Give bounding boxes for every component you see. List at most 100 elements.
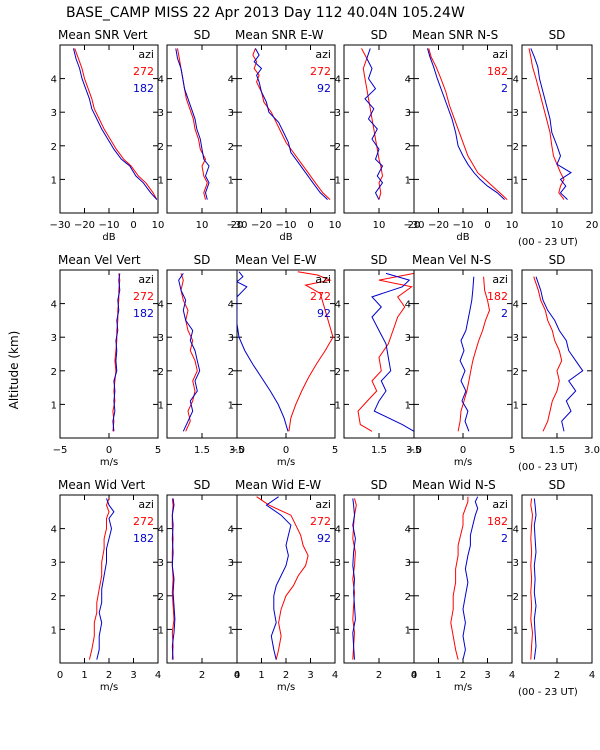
x-tick-label: −5: [230, 445, 245, 456]
x-tick-label: 10: [329, 220, 342, 231]
panel-title: SD: [371, 253, 388, 267]
x-tick-label: −5: [407, 445, 422, 456]
plot-frame: [343, 269, 415, 439]
panel-title: Mean SNR N-S: [412, 28, 498, 42]
y-tick-label: 4: [405, 525, 411, 536]
x-tick-label: 10: [196, 220, 209, 231]
x-tick-label: 3.0: [584, 445, 600, 456]
series-line-blue-182: [175, 48, 210, 200]
panel-title: SD: [371, 28, 388, 42]
y-tick-label: 2: [405, 142, 411, 153]
x-tick-label: −20: [428, 220, 449, 231]
y-tick-label: 2: [513, 367, 519, 378]
panel-wid-ew-sd: SD 1 2 3 4 2 4: [335, 478, 418, 681]
y-tick-label: 4: [513, 75, 519, 86]
x-axis-label: m/s: [277, 682, 295, 693]
plot-frame: [521, 44, 593, 214]
series-line-blue-92: [253, 48, 328, 200]
series-line-red-182: [528, 48, 565, 200]
y-tick-label: 1: [513, 400, 519, 411]
y-tick-label: 1: [158, 625, 164, 636]
x-tick-label: 3: [307, 670, 313, 681]
legend-azi-blue: 2: [501, 532, 508, 545]
panel-title: Mean Vel Vert: [58, 253, 141, 267]
x-tick-label: −10: [452, 220, 473, 231]
series-line-red-272: [74, 48, 158, 200]
series-line-blue-2: [535, 276, 584, 432]
y-tick-label: 1: [405, 175, 411, 186]
x-tick-label: 4: [234, 670, 240, 681]
y-tick-label: 3: [228, 333, 234, 344]
y-tick-label: 3: [51, 108, 57, 119]
x-tick-label: 0: [130, 220, 136, 231]
legend-azi-red: 272: [310, 65, 331, 78]
legend-azi-label: azi: [138, 498, 154, 511]
panel-vel-vert: Mean Vel Vert 1 2 3 4 −5 0 5 m/s azi 272 182: [51, 253, 162, 468]
y-tick-label: 4: [228, 300, 234, 311]
y-tick-label: 4: [158, 300, 164, 311]
figure-title: BASE_CAMP MISS 22 Apr 2013 Day 112 40.04…: [66, 5, 465, 21]
panel-title: Mean SNR E-W: [235, 28, 324, 42]
series-line-red-272: [180, 273, 198, 432]
x-axis-label: dB: [102, 232, 115, 243]
x-tick-label: 0: [411, 670, 417, 681]
legend-azi-red: 272: [133, 515, 154, 528]
panel-snr-ew-sd: SD 1 2 3 4 10 20: [335, 28, 421, 231]
legend-azi-blue: 182: [133, 307, 154, 320]
x-tick-label: 20: [231, 220, 244, 231]
y-tick-label: 4: [513, 300, 519, 311]
y-tick-label: 4: [405, 75, 411, 86]
panel-title: SD: [549, 478, 566, 492]
legend-azi-label: azi: [315, 48, 331, 61]
x-axis-label: dB: [456, 232, 469, 243]
series-line-blue-92: [265, 496, 292, 660]
series-line-blue-182: [171, 498, 176, 660]
y-tick-label: 2: [158, 592, 164, 603]
series-line-blue-2: [530, 48, 572, 200]
y-tick-label: 1: [405, 625, 411, 636]
y-tick-label: 3: [513, 558, 519, 569]
x-axis-label: m/s: [454, 682, 472, 693]
y-tick-label: 2: [51, 592, 57, 603]
y-tick-label: 4: [228, 525, 234, 536]
x-tick-label: −10: [98, 220, 119, 231]
y-tick-label: 1: [228, 400, 234, 411]
y-tick-label: 1: [513, 175, 519, 186]
x-tick-label: 3.0: [406, 445, 422, 456]
y-tick-label: 2: [51, 367, 57, 378]
y-tick-label: 1: [51, 175, 57, 186]
legend-azi-red: 182: [487, 290, 508, 303]
y-tick-label: 2: [228, 367, 234, 378]
y-tick-label: 1: [405, 400, 411, 411]
y-tick-label: 3: [158, 108, 164, 119]
y-tick-label: 2: [158, 142, 164, 153]
series-line-red-182: [457, 276, 491, 432]
panel-title: SD: [194, 253, 211, 267]
x-tick-label: 4: [411, 670, 417, 681]
y-tick-label: 1: [335, 625, 341, 636]
series-line-blue-182: [96, 498, 115, 660]
time-note-row1: (00 - 23 UT): [518, 237, 578, 248]
x-tick-label: 1: [258, 670, 264, 681]
x-tick-label: −30: [226, 220, 247, 231]
x-tick-label: 0: [106, 445, 112, 456]
y-tick-label: 2: [335, 142, 341, 153]
series-line-red-272: [88, 498, 110, 660]
x-tick-label: −20: [74, 220, 95, 231]
legend-azi-red: 182: [487, 65, 508, 78]
y-tick-label: 2: [335, 367, 341, 378]
series-line-blue-182: [73, 48, 158, 200]
panel-wid-vert: Mean Wid Vert 1 2 3 4 0 1 2 3 4 m/s azi 272 182: [51, 478, 162, 693]
x-tick-label: 5: [155, 445, 161, 456]
legend-azi-red: 272: [133, 290, 154, 303]
legend-azi-label: azi: [492, 273, 508, 286]
legend-azi-blue: 2: [501, 82, 508, 95]
legend-azi-blue: 2: [501, 307, 508, 320]
y-tick-label: 4: [158, 75, 164, 86]
legend-azi-blue: 92: [317, 307, 331, 320]
legend-azi-blue: 92: [317, 532, 331, 545]
y-tick-label: 1: [228, 175, 234, 186]
x-tick-label: 0: [57, 670, 63, 681]
